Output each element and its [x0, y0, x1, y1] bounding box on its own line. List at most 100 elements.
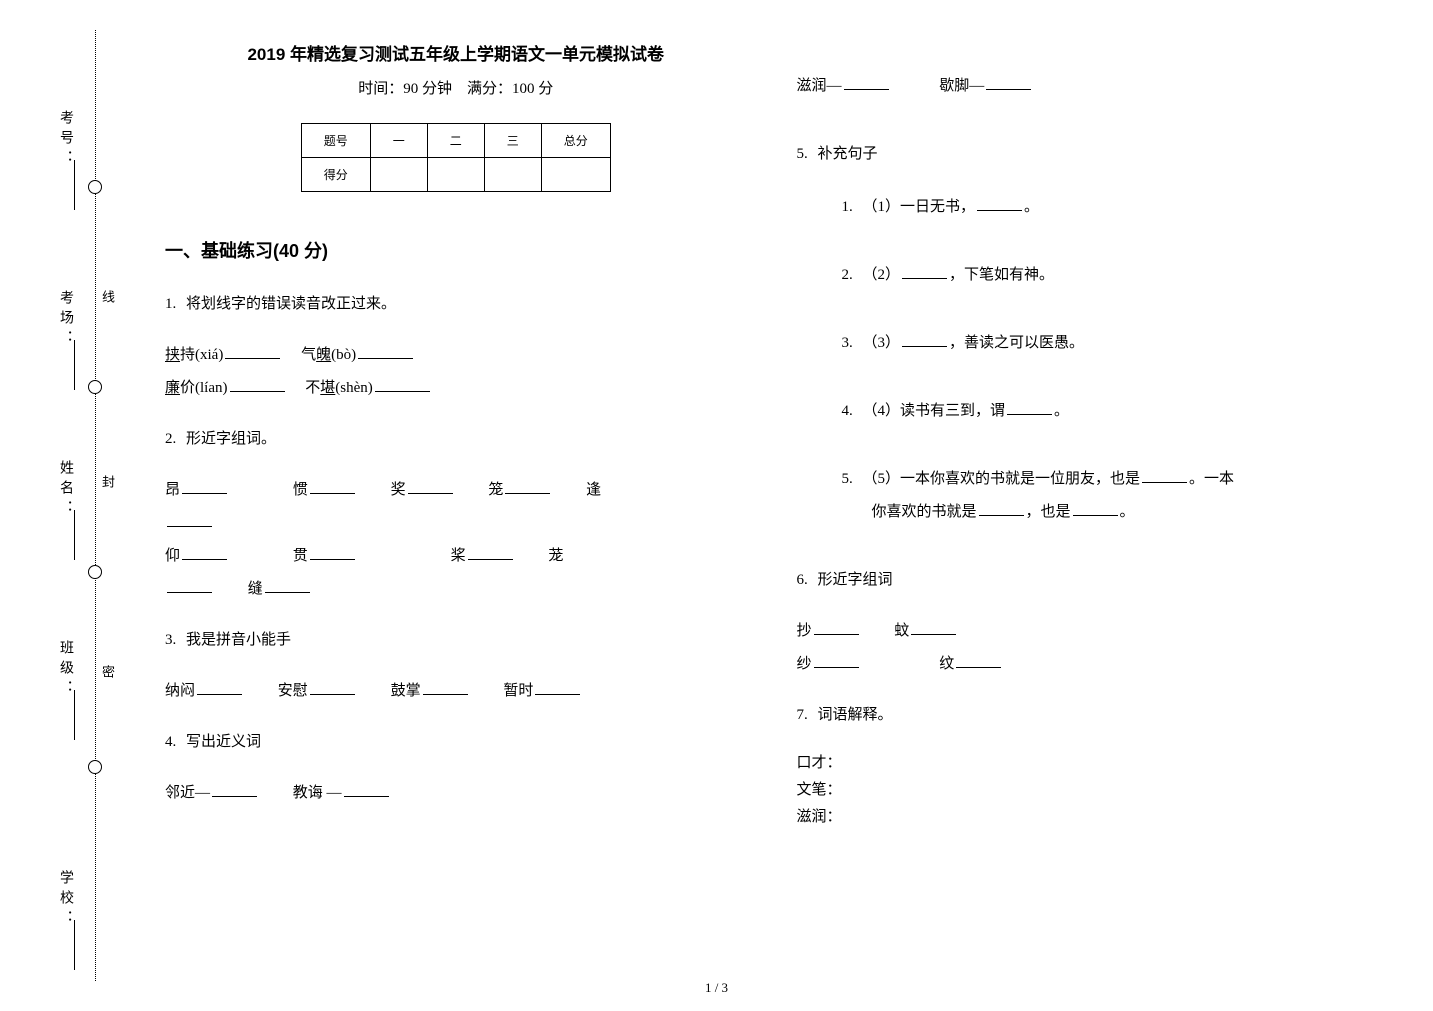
- char: 逢: [586, 482, 601, 498]
- sub-num: 3.: [842, 335, 853, 351]
- word: 歇脚—: [939, 78, 984, 94]
- sub-text: 。: [1024, 199, 1039, 215]
- q-text: 形近字组词: [818, 572, 893, 588]
- seal-char-mi: 密: [98, 665, 117, 678]
- pinyin-text: (shèn): [335, 380, 373, 396]
- exam-title: 2019 年精选复习测试五年级上学期语文一单元模拟试卷: [165, 40, 747, 65]
- char: 桨: [451, 548, 466, 564]
- char: 抄: [797, 623, 812, 639]
- q-text: 我是拼音小能手: [186, 632, 291, 648]
- score-cell: [370, 158, 427, 192]
- pinyin-text: 价(lían): [180, 380, 227, 396]
- question-5-sub3: 3. （3），善读之可以医愚。: [797, 327, 1379, 360]
- char: 蚊: [894, 623, 909, 639]
- score-cell: [541, 158, 610, 192]
- answer-blank[interactable]: [902, 261, 947, 279]
- answer-blank[interactable]: [468, 542, 513, 560]
- score-header: 题号: [301, 124, 370, 158]
- score-header: 二: [427, 124, 484, 158]
- answer-blank[interactable]: [310, 476, 355, 494]
- word: 教诲 —: [293, 785, 342, 801]
- sub-num: 5.: [842, 471, 853, 487]
- answer-blank[interactable]: [375, 374, 430, 392]
- answer-blank[interactable]: [902, 329, 947, 347]
- section-title: 一、基础练习(40 分): [165, 237, 747, 263]
- answer-blank[interactable]: [1142, 465, 1187, 483]
- answer-blank[interactable]: [344, 779, 389, 797]
- answer-blank[interactable]: [956, 650, 1001, 668]
- sub-num: 1.: [842, 199, 853, 215]
- sub-text: （2）: [863, 267, 901, 283]
- answer-blank[interactable]: [423, 677, 468, 695]
- answer-blank[interactable]: [977, 193, 1022, 211]
- question-7-content: 口才： 文笔： 滋润：: [797, 750, 1379, 831]
- fill-line: [74, 920, 75, 970]
- answer-blank[interactable]: [167, 575, 212, 593]
- answer-blank[interactable]: [844, 72, 889, 90]
- char: 笼: [488, 482, 503, 498]
- content-area: 2019 年精选复习测试五年级上学期语文一单元模拟试卷 时间：90 分钟 满分：…: [120, 0, 1433, 1011]
- seal-char-line: 线: [98, 290, 117, 303]
- answer-blank[interactable]: [1007, 397, 1052, 415]
- fill-line: [74, 510, 75, 560]
- q-num: 1.: [165, 296, 176, 312]
- question-4: 4. 写出近义词: [165, 726, 747, 759]
- question-5-sub1: 1. （1）一日无书，。: [797, 191, 1379, 224]
- left-column: 2019 年精选复习测试五年级上学期语文一单元模拟试卷 时间：90 分钟 满分：…: [140, 40, 772, 991]
- answer-blank[interactable]: [182, 542, 227, 560]
- char: 仰: [165, 548, 180, 564]
- q-text: 形近字组词。: [186, 431, 276, 447]
- sub-text: ，下笔如有神。: [949, 267, 1054, 283]
- answer-blank[interactable]: [535, 677, 580, 695]
- answer-blank[interactable]: [167, 509, 212, 527]
- answer-blank[interactable]: [212, 779, 257, 797]
- answer-blank[interactable]: [1073, 498, 1118, 516]
- char: 奖: [391, 482, 406, 498]
- answer-blank[interactable]: [408, 476, 453, 494]
- sub-num: 2.: [842, 267, 853, 283]
- answer-blank[interactable]: [310, 677, 355, 695]
- sub-text: ，也是: [1026, 504, 1071, 520]
- answer-blank[interactable]: [911, 617, 956, 635]
- fill-line: [74, 690, 75, 740]
- pinyin-word: 堪: [320, 380, 335, 396]
- right-column: 滋润— 歇脚— 5. 补充句子 1. （1）一日无书，。 2. （2），下笔如有…: [772, 40, 1404, 991]
- label-school: 学校：: [55, 870, 75, 930]
- pinyin-word: 魄: [316, 347, 331, 363]
- answer-blank[interactable]: [230, 374, 285, 392]
- word: 纳闷: [165, 683, 195, 699]
- char: 贯: [293, 548, 308, 564]
- q-text: 补充句子: [818, 146, 878, 162]
- answer-blank[interactable]: [310, 542, 355, 560]
- answer-blank[interactable]: [814, 617, 859, 635]
- label-name: 姓名：: [55, 460, 75, 520]
- q-num: 7.: [797, 707, 808, 723]
- q-text: 词语解释。: [818, 707, 893, 723]
- answer-blank[interactable]: [225, 341, 280, 359]
- label-exam-room: 考场：: [55, 290, 75, 350]
- score-row-label: 得分: [301, 158, 370, 192]
- label-exam-number: 考号：: [55, 110, 75, 170]
- question-1-content: 挟持(xiá) 气魄(bò) 廉价(lían) 不堪(shèn): [165, 339, 747, 405]
- answer-blank[interactable]: [265, 575, 310, 593]
- answer-blank[interactable]: [358, 341, 413, 359]
- answer-blank[interactable]: [986, 72, 1031, 90]
- answer-blank[interactable]: [182, 476, 227, 494]
- question-5: 5. 补充句子: [797, 138, 1379, 171]
- answer-blank[interactable]: [505, 476, 550, 494]
- score-cell: [484, 158, 541, 192]
- char: 纹: [939, 656, 954, 672]
- question-3-content: 纳闷 安慰 鼓掌 暂时: [165, 675, 747, 708]
- pinyin-word: 廉: [165, 380, 180, 396]
- question-1: 1. 将划线字的错误读音改正过来。: [165, 288, 747, 321]
- word: 安慰: [278, 683, 308, 699]
- question-5-sub5: 5. （5）一本你喜欢的书就是一位朋友，也是。一本 你喜欢的书就是，也是。: [797, 463, 1379, 529]
- pinyin-text: 气: [301, 347, 316, 363]
- answer-blank[interactable]: [979, 498, 1024, 516]
- dotted-cut-line: [95, 30, 96, 981]
- score-header: 一: [370, 124, 427, 158]
- answer-blank[interactable]: [814, 650, 859, 668]
- q-text: 写出近义词: [186, 734, 261, 750]
- answer-blank[interactable]: [197, 677, 242, 695]
- sub-text: 。: [1054, 403, 1069, 419]
